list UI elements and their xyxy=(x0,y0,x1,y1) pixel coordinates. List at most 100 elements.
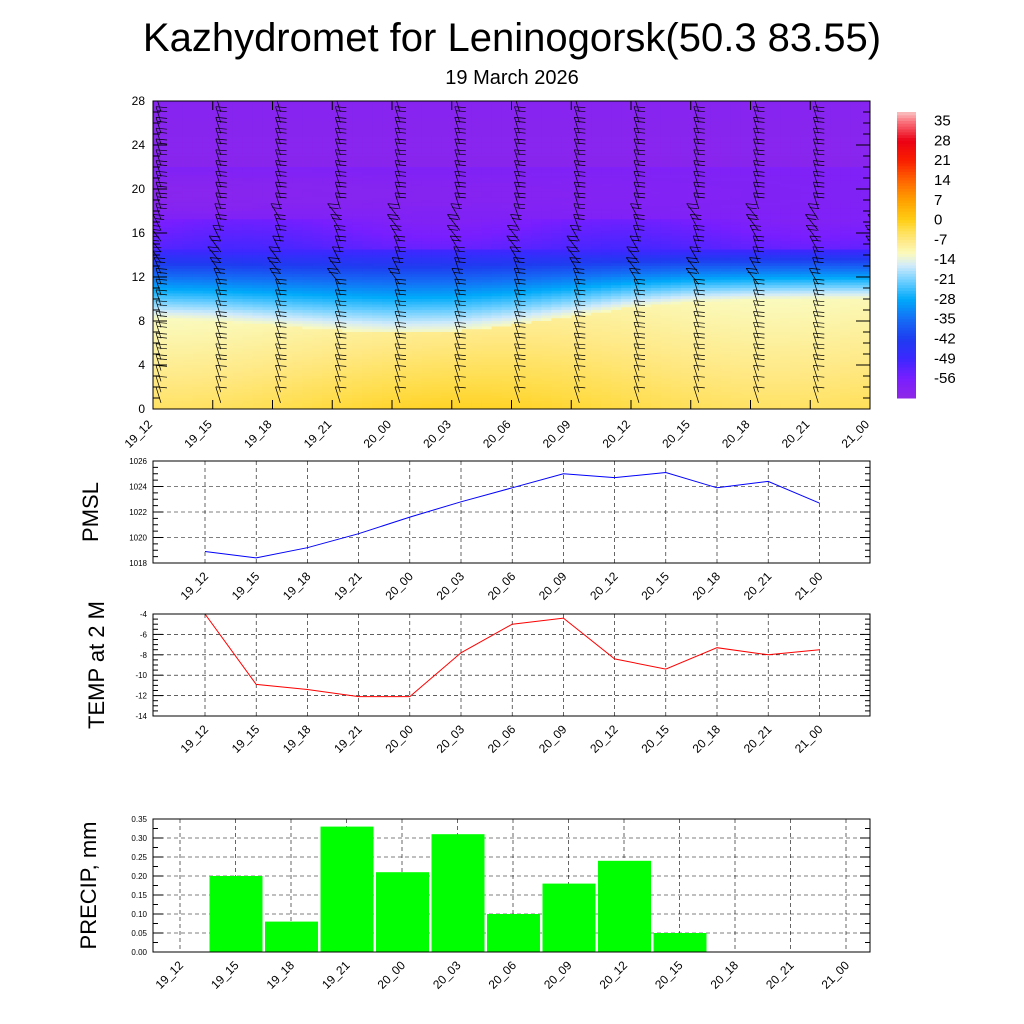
wind-barb xyxy=(753,343,765,360)
wind-barb xyxy=(514,278,526,296)
x-tick-label: 19_21 xyxy=(331,722,365,756)
wind-barb xyxy=(514,321,526,339)
y-tick-label: 12 xyxy=(132,270,146,284)
wind-barb xyxy=(573,332,586,350)
colorbar-swatch xyxy=(897,372,916,376)
wind-barb xyxy=(812,127,825,145)
colorbar-swatch xyxy=(897,250,916,255)
wind-barb xyxy=(812,311,825,328)
wind-barb xyxy=(454,257,466,274)
chart-title: Kazhydromet for Leninogorsk(50.3 83.55) xyxy=(142,16,882,60)
wind-barb xyxy=(749,257,761,274)
wind-barb xyxy=(753,160,765,177)
wind-barb xyxy=(752,246,764,263)
wind-barb xyxy=(334,386,347,404)
x-tick-label: 20_03 xyxy=(434,722,468,756)
colorbar-swatch xyxy=(897,310,916,314)
y-tick-label: 0.15 xyxy=(131,891,147,900)
precip-bar xyxy=(376,872,429,952)
x-tick-label: 20_12 xyxy=(597,958,631,992)
wind-barb xyxy=(753,300,765,317)
colorbar-swatch xyxy=(897,259,916,263)
x-tick-label: 20_00 xyxy=(361,417,395,451)
wind-barb xyxy=(573,127,586,145)
wind-barb xyxy=(575,101,586,113)
wind-barb xyxy=(633,106,646,123)
wind-barb xyxy=(454,300,466,317)
temp2m-frame xyxy=(152,613,871,717)
y-tick-label: 0.00 xyxy=(131,948,147,957)
wind-barb xyxy=(805,224,819,242)
x-tick-label: 20_06 xyxy=(486,958,520,992)
x-tick-label: 20_06 xyxy=(485,569,519,603)
x-tick-label: 21_00 xyxy=(792,722,826,756)
colorbar-swatch xyxy=(897,392,916,396)
wind-barb xyxy=(573,386,586,404)
y-tick-label: 4 xyxy=(138,358,145,372)
wind-barb xyxy=(334,354,347,371)
colorbar-swatch xyxy=(897,148,916,153)
x-tick-label: 20_21 xyxy=(741,569,775,603)
wind-barb xyxy=(155,321,168,339)
wind-barb xyxy=(454,354,466,371)
colorbar-swatch xyxy=(897,123,916,127)
colorbar-swatch xyxy=(897,191,916,195)
pmsl-panel: 1018 1020 1022 1024 1026 19_12 19_15 19_18 19_21… xyxy=(78,457,871,603)
colorbar-swatch xyxy=(897,378,916,382)
wind-barb xyxy=(454,343,466,360)
wind-barb xyxy=(573,214,585,231)
wind-barb xyxy=(394,246,406,263)
wind-barb xyxy=(633,181,646,199)
wind-barb xyxy=(334,375,347,393)
colorbar-swatch xyxy=(897,242,916,246)
wind-barb xyxy=(514,375,526,393)
x-tick-label: 19_18 xyxy=(280,569,314,603)
wind-barb xyxy=(812,257,824,274)
x-tick-label: 20_18 xyxy=(719,417,753,451)
wind-barb xyxy=(333,224,346,242)
wind-barb xyxy=(869,246,870,249)
wind-barb xyxy=(215,106,227,123)
wind-barb xyxy=(155,181,168,199)
colorbar-swatch xyxy=(897,131,916,136)
colorbar-swatch xyxy=(897,301,916,306)
wind-barb xyxy=(274,224,287,242)
colorbar-swatch xyxy=(897,270,916,274)
wind-barb xyxy=(812,289,825,307)
colorbar-swatch xyxy=(897,395,916,399)
colorbar-label: -7 xyxy=(934,231,947,248)
wind-barb xyxy=(454,138,466,156)
y-tick-label: -10 xyxy=(135,671,147,680)
x-tick-label: 19_21 xyxy=(331,569,365,603)
colorbar-swatch xyxy=(897,273,916,277)
x-tick-label: 20_03 xyxy=(430,958,464,992)
wind-barb xyxy=(215,278,227,296)
wind-barb xyxy=(394,386,407,404)
colorbar-swatch xyxy=(897,344,916,348)
wind-barb xyxy=(693,321,705,339)
wind-barb xyxy=(155,192,168,210)
wind-barb xyxy=(454,106,466,123)
colorbar-swatch xyxy=(897,352,916,357)
precip-bar xyxy=(487,914,540,952)
wind-barb xyxy=(215,192,227,210)
wind-barb xyxy=(207,246,222,264)
wind-barb xyxy=(155,300,168,317)
colorbar-swatch xyxy=(897,330,916,334)
wind-barb xyxy=(573,192,586,210)
x-tick-label: 20_00 xyxy=(382,722,416,756)
wind-barb xyxy=(873,344,884,360)
y-tick-label: 0.20 xyxy=(131,872,147,881)
colorbar-swatch xyxy=(897,315,916,320)
wind-barb xyxy=(753,289,765,307)
wind-barb xyxy=(275,181,287,199)
wind-barb xyxy=(275,106,287,123)
temp2m-line xyxy=(204,613,820,698)
wind-barb xyxy=(514,300,526,317)
wind-barb xyxy=(573,343,586,360)
wind-barb xyxy=(334,160,347,177)
wind-barb xyxy=(814,101,825,113)
wind-barb xyxy=(514,106,526,123)
wind-barb xyxy=(812,300,825,317)
